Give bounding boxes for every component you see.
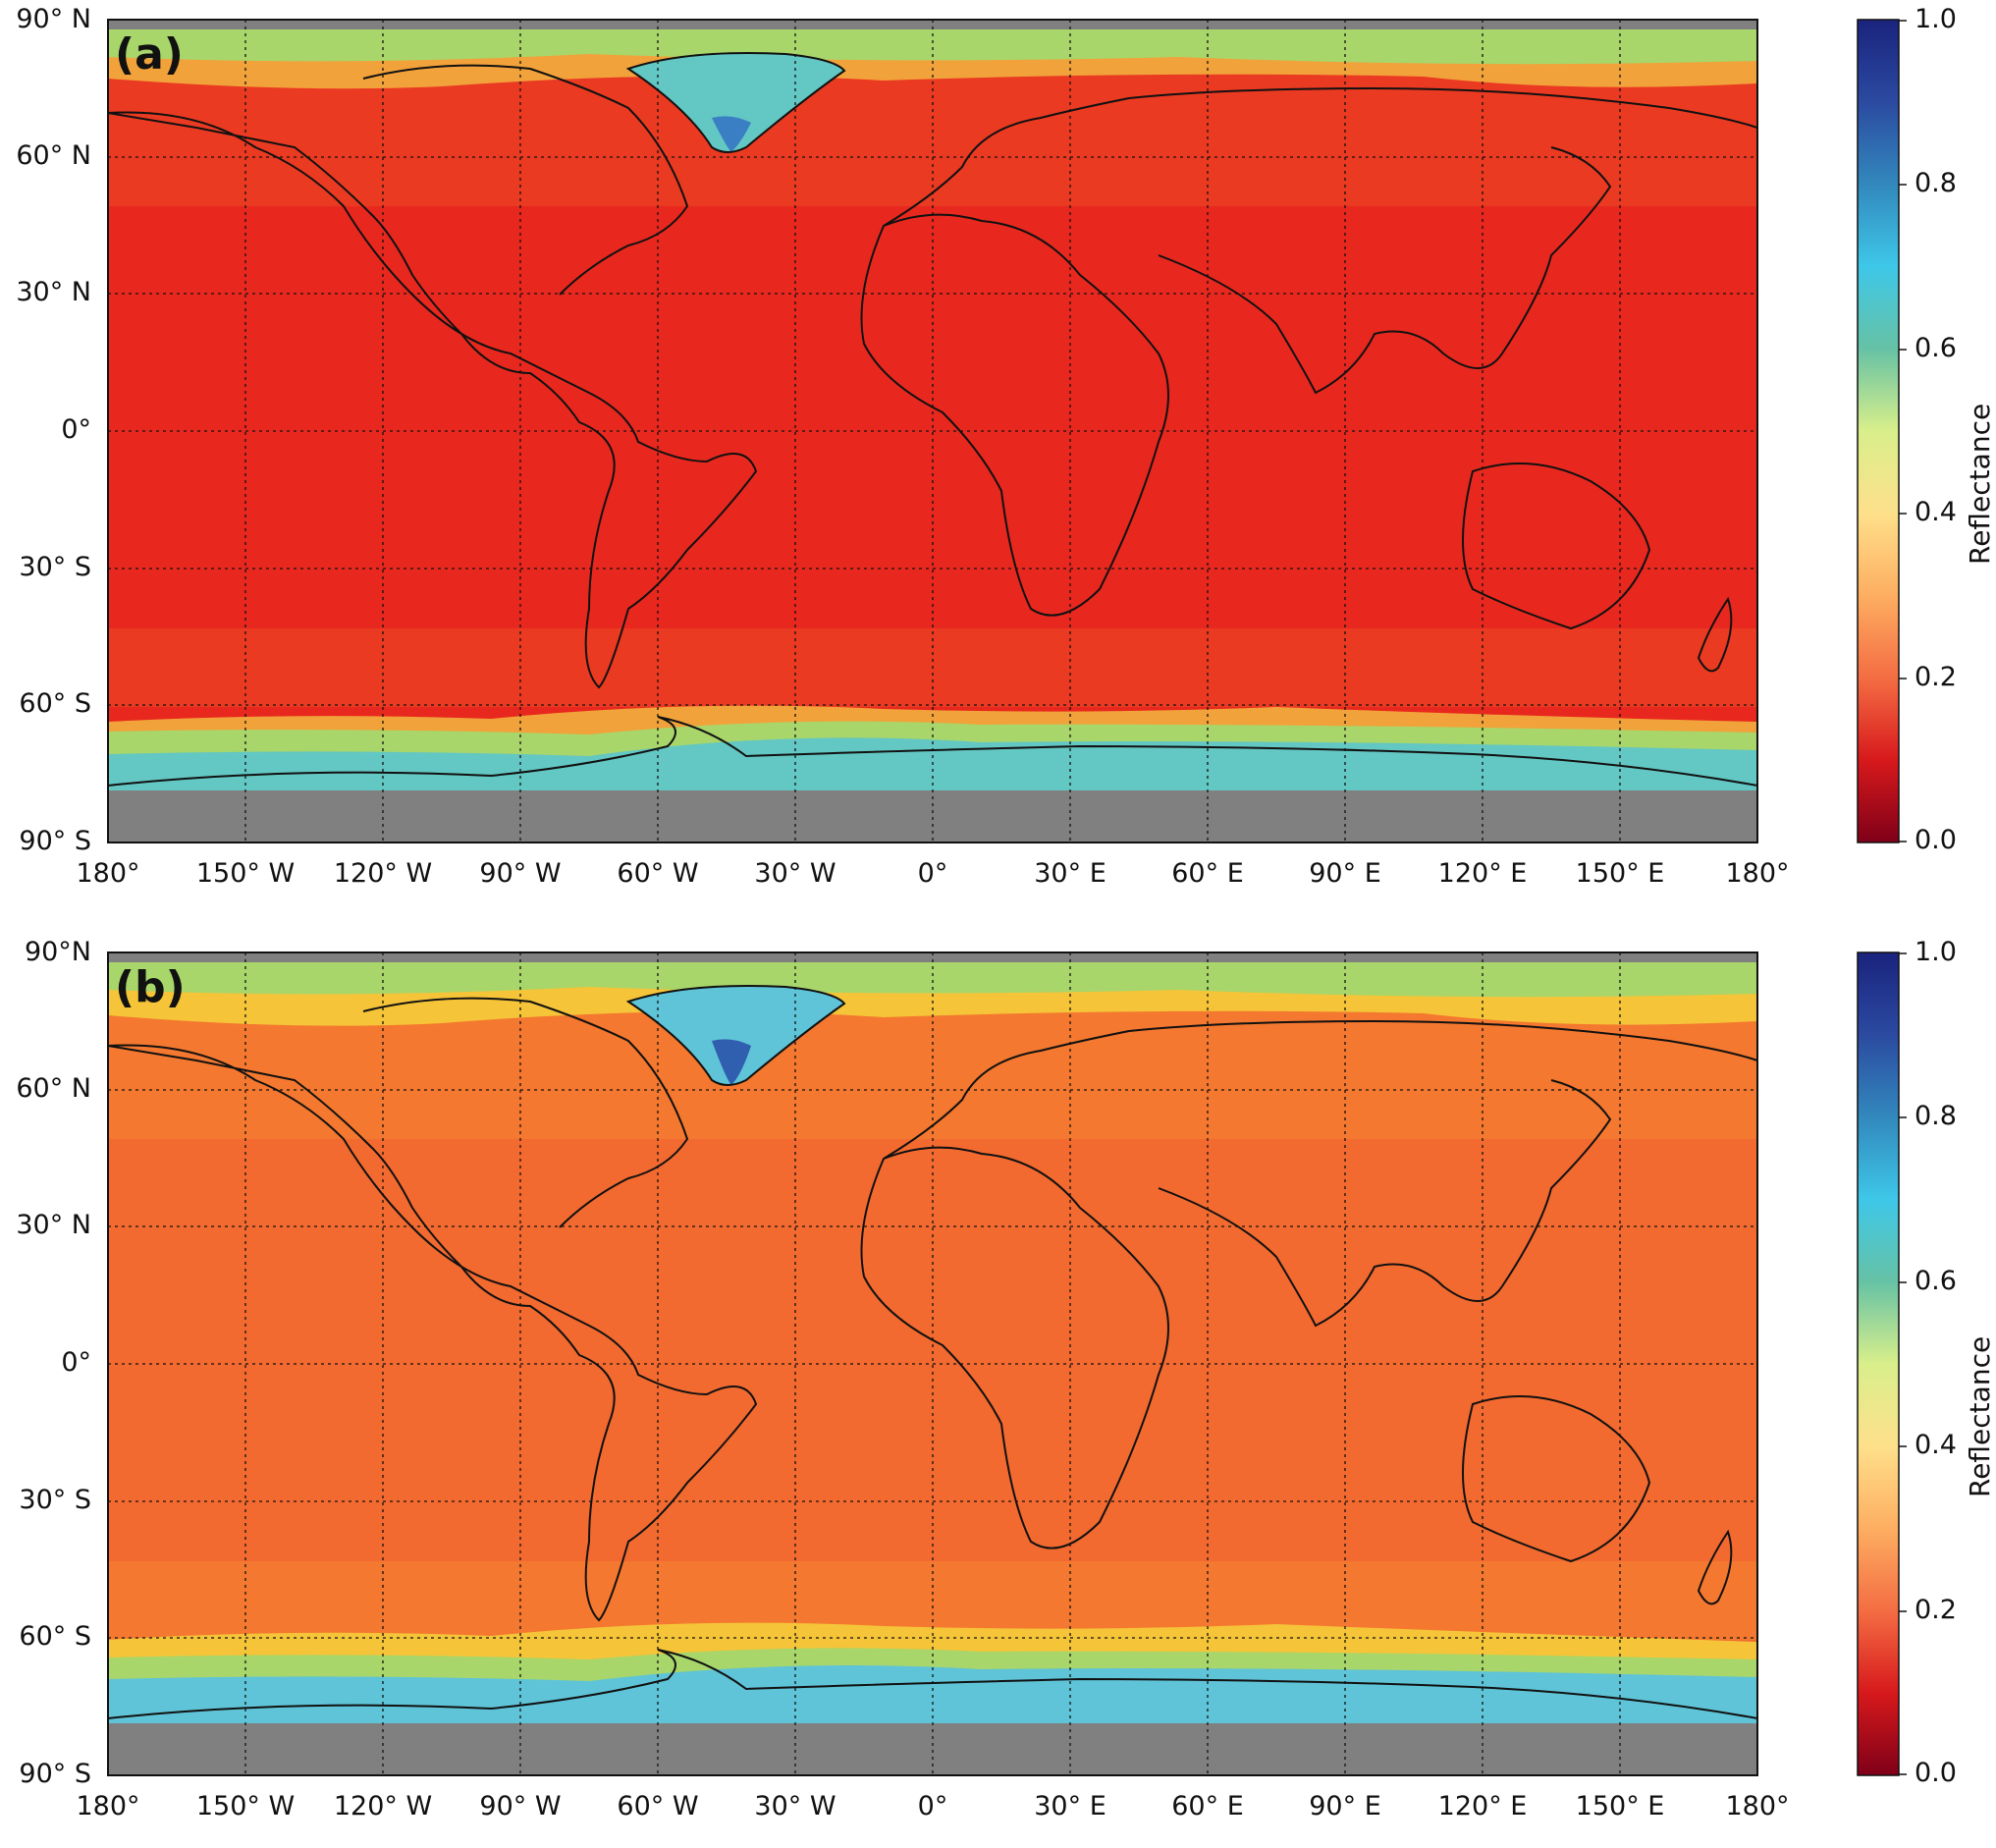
lat-tick-label: 0°	[61, 414, 91, 445]
colorbar-b	[1857, 951, 1900, 1776]
colorbar-tick-label: 1.0	[1915, 937, 1957, 967]
map-canvas-b	[107, 951, 1907, 1776]
lat-tick-label: 60° N	[16, 140, 91, 171]
lon-tick-label: 120° E	[1437, 1791, 1528, 1821]
lon-tick-label: 30° E	[1034, 1791, 1106, 1821]
colorbar-title: Reflectance	[1964, 1335, 1996, 1497]
lat-tick-label: 60° S	[19, 1621, 91, 1652]
greenland-ice	[628, 986, 844, 1085]
eurasia-north-coast	[883, 1019, 1757, 1160]
new-zealand-coast	[1697, 596, 1733, 673]
colorbar-tick-label: 0.0	[1915, 825, 1957, 855]
colorbar-tick-label: 0.2	[1915, 1595, 1957, 1625]
colorbar-tick-label: 0.6	[1915, 333, 1957, 363]
map-panel-b: (b) 90°N 60° N 30° N 0° 30° S 60° S 90° …	[0, 933, 1996, 1848]
colorbar-tick-label: 0.6	[1915, 1266, 1957, 1296]
lon-tick-label: 180°	[1725, 1791, 1790, 1821]
lat-tick-label: 30° N	[16, 1210, 91, 1240]
americas-coast	[108, 1044, 758, 1622]
map-frame-b	[107, 951, 1758, 1776]
lat-tick-label: 30° N	[16, 277, 91, 307]
lat-tick-label: 30° S	[19, 552, 91, 582]
lon-tick-label: 180°	[76, 858, 140, 889]
map-panel-a: (a) 90° N 60° N 30° N 0° 30° S 60° S 90°…	[0, 0, 1996, 915]
antarctica-coast	[108, 716, 1757, 787]
lon-tick-label: 0°	[917, 1791, 948, 1821]
antarctica-coast	[108, 1649, 1757, 1719]
map-frame-a	[107, 19, 1758, 843]
colorbar-tick-label: 0.2	[1915, 662, 1957, 692]
colorbar-tick-label: 0.8	[1915, 168, 1957, 198]
lon-tick-label: 90° E	[1309, 1791, 1381, 1821]
lon-tick-label: 60° W	[617, 858, 699, 889]
south-asia-coast	[1158, 146, 1612, 395]
nodata-north	[108, 952, 1757, 962]
lat-tick-label: 90° S	[19, 1759, 91, 1789]
lon-tick-label: 30° E	[1034, 858, 1106, 889]
north-america-arctic-coast	[362, 997, 689, 1228]
americas-coast	[108, 111, 758, 689]
greenland-blue	[712, 1039, 751, 1085]
lon-tick-label: 0°	[917, 858, 948, 889]
africa-coast	[860, 1146, 1169, 1549]
colorbar-tick-label: 0.4	[1915, 497, 1957, 527]
lon-tick-label: 120° E	[1437, 858, 1528, 889]
lon-tick-label: 90° W	[479, 858, 562, 889]
lon-tick-label: 30° W	[754, 858, 836, 889]
colorbar-ticks-b	[1899, 952, 1907, 1775]
lon-tick-label: 180°	[1725, 858, 1790, 889]
lon-tick-label: 60° E	[1171, 1791, 1244, 1821]
greenland-ice	[628, 53, 844, 152]
greenland-coast	[625, 52, 846, 153]
greenland-blue	[712, 116, 751, 152]
lon-tick-label: 150° W	[195, 1791, 296, 1821]
lon-tick-label: 120° W	[333, 1791, 433, 1821]
new-zealand-coast	[1697, 1529, 1733, 1605]
colorbar-tick-label: 0.0	[1915, 1758, 1957, 1788]
lon-tick-label: 60° W	[617, 1791, 699, 1821]
lon-tick-label: 60° E	[1171, 858, 1244, 889]
lon-tick-label: 30° W	[754, 1791, 836, 1821]
south-asia-coast	[1158, 1079, 1612, 1328]
colorbar-tick-label: 0.8	[1915, 1101, 1957, 1131]
north-america-arctic-coast	[362, 64, 689, 296]
lon-tick-label: 150° W	[195, 858, 296, 889]
greenland-coast	[625, 985, 846, 1086]
lon-tick-label: 180°	[76, 1791, 140, 1821]
gridlines-b	[108, 952, 1757, 1775]
panel-label-a: (a)	[115, 29, 184, 80]
colorbar-tick-label: 0.4	[1915, 1430, 1957, 1460]
lat-tick-label: 90°N	[24, 937, 91, 967]
map-canvas-a	[107, 19, 1907, 843]
lat-tick-label: 90° S	[19, 826, 91, 856]
australia-coast	[1462, 462, 1651, 630]
lon-tick-label: 90° W	[479, 1791, 562, 1821]
gridlines-a	[108, 20, 1757, 842]
lon-tick-label: 120° W	[333, 858, 433, 889]
colorbar-tick-label: 1.0	[1915, 4, 1957, 34]
lat-tick-label: 0°	[61, 1347, 91, 1378]
lon-tick-label: 150° E	[1575, 1791, 1665, 1821]
eurasia-north-coast	[883, 86, 1757, 227]
lon-tick-label: 150° E	[1575, 858, 1665, 889]
colorbar-title: Reflectance	[1964, 403, 1996, 565]
coastlines-b	[108, 985, 1757, 1719]
lat-tick-label: 90° N	[16, 4, 91, 34]
lat-tick-label: 30° S	[19, 1485, 91, 1515]
lat-tick-label: 60° S	[19, 688, 91, 719]
colorbar-ticks-a	[1899, 20, 1907, 842]
africa-coast	[860, 213, 1169, 617]
panel-label-b: (b)	[115, 962, 186, 1012]
lat-tick-label: 60° N	[16, 1073, 91, 1104]
colorbar-a	[1857, 19, 1900, 843]
nodata-north	[108, 20, 1757, 29]
coastlines-a	[108, 52, 1757, 787]
lon-tick-label: 90° E	[1309, 858, 1381, 889]
australia-coast	[1462, 1395, 1651, 1563]
